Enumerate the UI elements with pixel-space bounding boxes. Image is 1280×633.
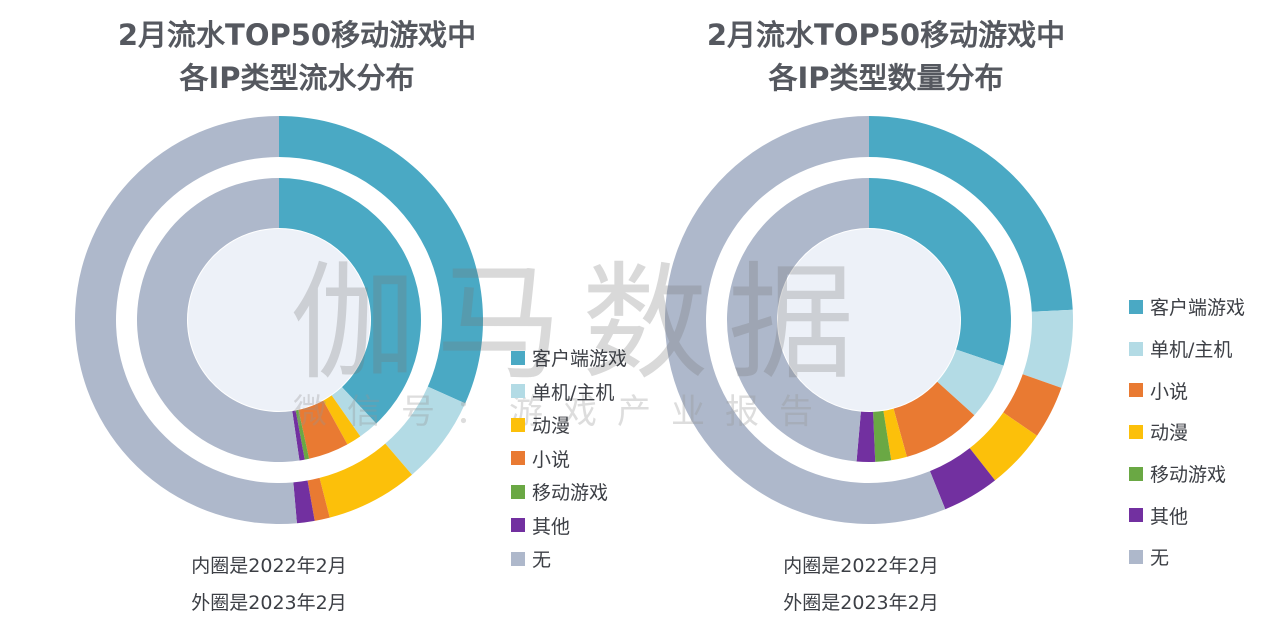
inner-ring-slice-novel [298,400,348,459]
legend-revenue: 客户端游戏单机/主机动漫小说移动游戏其他无 [511,341,627,576]
outer-ring-slice-client-game [279,116,483,404]
legend-item-client-game: 客户端游戏 [1129,286,1245,328]
outer-ring-slice-client-game [869,116,1073,312]
outer-ring-slice-novel [1003,374,1062,436]
legend-label: 移动游戏 [1150,464,1227,487]
outer-ring-slice-novel [307,477,330,521]
legend-item-novel: 小说 [511,442,627,476]
legend-label: 动漫 [1150,422,1189,445]
inner-ring-note: 内圈是2022年2月 [191,555,347,577]
outer-ring-slice-none [75,116,297,524]
inner-ring-slice-other [856,411,876,462]
legend-label: 移动游戏 [532,482,609,505]
inner-ring-note: 内圈是2022年2月 [783,555,939,577]
inner-ring-slice-anime [883,408,907,461]
inner-ring-slice-anime [323,395,361,445]
legend-item-client-game: 客户端游戏 [511,341,627,375]
legend-swatch [1129,383,1143,398]
legend-swatch [511,451,525,466]
legend-item-none: 无 [1129,536,1245,578]
legend-item-mobile-game: 移动游戏 [1129,453,1245,495]
inner-ring-slice-mobile-game [873,410,892,462]
legend-swatch [1129,549,1143,564]
legend-swatch [1129,466,1143,481]
inner-ring-slice-client-game [869,178,1011,366]
legend-label: 其他 [1150,505,1189,528]
legend-item-anime: 动漫 [511,408,627,442]
legend-swatch [1129,341,1143,356]
legend-swatch [511,350,525,365]
inner-ring-slice-novel [893,381,975,457]
chart-title-count: 2月流水TOP50移动游戏中 各IP类型数量分布 [636,14,1136,100]
inner-ring-slice-console [331,387,377,437]
donut-center [188,229,370,411]
chart-title-line-2: 各IP类型数量分布 [768,61,1004,95]
chart-title-line-2: 各IP类型流水分布 [179,61,415,95]
outer-ring-slice-other [929,448,996,510]
outer-ring-slice-other [293,480,315,524]
outer-ring-slice-console [1022,309,1073,388]
legend-swatch [1129,299,1143,314]
legend-swatch [1129,424,1143,439]
legend-label: 无 [1150,547,1170,570]
legend-item-mobile-game: 移动游戏 [511,475,627,509]
chart-title-line-1: 2月流水TOP50移动游戏中 [117,18,477,52]
legend-swatch [511,484,525,499]
outer-ring-note: 外圈是2023年2月 [191,592,347,614]
outer-ring-slice-console [385,386,466,475]
legend-label: 小说 [532,448,571,471]
legend-swatch [511,417,525,432]
legend-swatch [511,551,525,566]
ring-notes-revenue: 内圈是2022年2月 外圈是2023年2月 [119,548,419,622]
inner-ring-slice-other [292,410,305,461]
inner-ring-slice-none [727,178,869,462]
legend-swatch [1129,508,1143,523]
legend-item-novel: 小说 [1129,369,1245,411]
chart-title-line-1: 2月流水TOP50移动游戏中 [706,18,1066,52]
chart-title-revenue: 2月流水TOP50移动游戏中 各IP类型流水分布 [47,14,547,100]
outer-ring-note: 外圈是2023年2月 [783,592,939,614]
outer-ring-slice-none [665,116,946,524]
outer-ring-slice-anime [969,412,1038,481]
donut-center [778,229,960,411]
legend-label: 小说 [1150,380,1189,403]
legend-label: 无 [532,549,552,572]
legend-swatch [511,518,525,533]
legend-label: 客户端游戏 [532,348,628,371]
inner-ring-slice-mobile-game [295,409,310,460]
legend-item-console: 单机/主机 [511,375,627,409]
inner-ring-slice-none [136,178,300,463]
ring-notes-count: 内圈是2022年2月 外圈是2023年2月 [711,548,1011,622]
legend-item-other: 其他 [1129,494,1245,536]
legend-label: 动漫 [532,415,571,438]
legend-label: 单机/主机 [1150,339,1233,362]
outer-ring-slice-anime [319,443,412,518]
legend-item-console: 单机/主机 [1129,328,1245,370]
inner-ring-slice-client-game [279,178,421,424]
inner-ring-slice-console [937,349,1004,416]
legend-item-anime: 动漫 [1129,411,1245,453]
legend-label: 客户端游戏 [1150,297,1246,320]
legend-item-none: 无 [511,542,627,576]
legend-swatch [511,384,525,399]
legend-label: 单机/主机 [532,381,615,404]
legend-count: 客户端游戏单机/主机小说动漫移动游戏其他无 [1129,286,1245,578]
legend-item-other: 其他 [511,509,627,543]
legend-label: 其他 [532,515,571,538]
